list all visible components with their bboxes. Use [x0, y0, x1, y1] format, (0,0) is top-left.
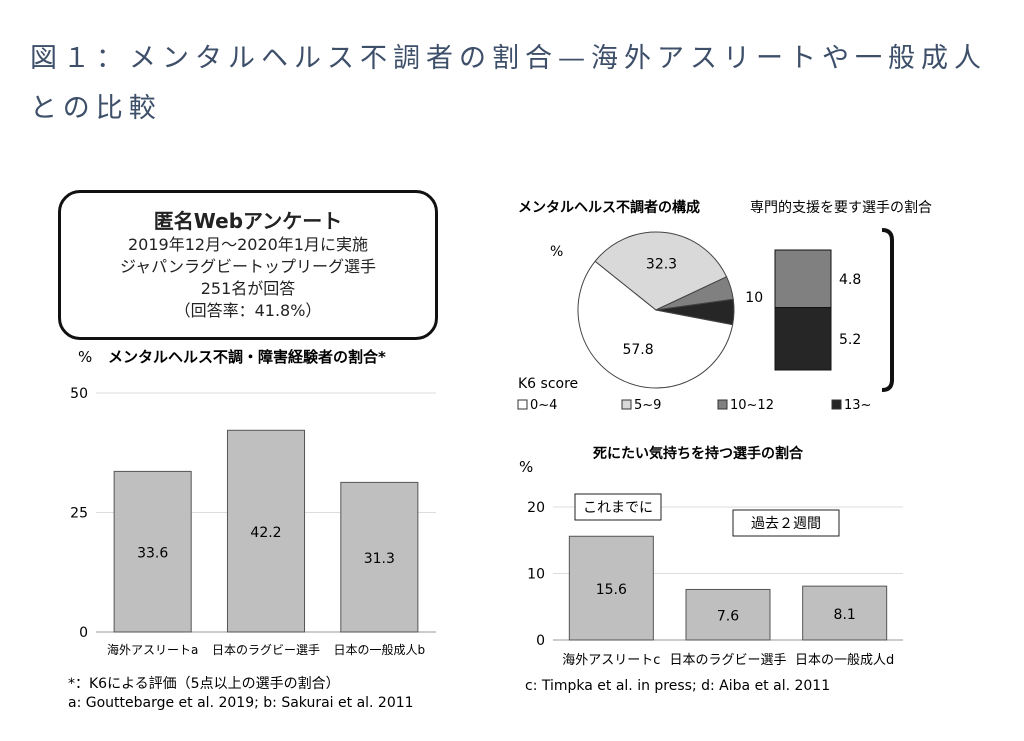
pie-slice-label: 32.3: [646, 257, 677, 273]
legend-label: 10~12: [730, 398, 774, 413]
category-label: 日本のラグビー選手: [669, 653, 786, 668]
pie-chart: メンタルヘルス不調者の構成 専門的支援を要す選手の割合 % 57.8 32.3 10…: [517, 199, 932, 413]
annotation-two-weeks: 過去２週間: [751, 516, 821, 532]
y-tick-label: 25: [70, 506, 88, 522]
legend-swatch: [831, 399, 842, 410]
pie-combined-label: 10: [745, 290, 763, 306]
legend-swatch: [621, 399, 632, 410]
legend-swatch: [717, 399, 728, 410]
bar-value-label: 42.2: [250, 525, 281, 541]
stack-segment: [774, 307, 832, 371]
bar: [568, 535, 654, 641]
bar: [226, 429, 306, 633]
y-tick-label: 0: [79, 625, 88, 641]
bar: [685, 588, 771, 641]
left-footnote: *：K6による評価（5点以上の選手の割合）: [68, 675, 340, 692]
annotation-box: [574, 493, 662, 521]
left-y-unit: %: [78, 348, 92, 366]
pie-slice: [577, 260, 734, 389]
legend-label: 5~9: [634, 398, 661, 413]
right-chart-title: 死にたい気持ちを持つ選手の割合: [592, 445, 804, 462]
legend-title: K6 score: [518, 376, 578, 392]
category-label: 日本の一般成人b: [334, 642, 426, 657]
left-chart-title: メンタルヘルス不調・障害経験者の割合*: [108, 348, 386, 366]
right-footnote: c: Timpka et al. in press; d: Aiba et al…: [525, 678, 830, 694]
stack-segment: [774, 249, 832, 309]
bar-value-label: 8.1: [834, 607, 856, 623]
page-title: 図１：メンタルヘルス不調者の割合—海外アスリートや一般成人との比較: [30, 43, 987, 124]
bar-value-label: 15.6: [596, 582, 627, 598]
bar-value-label: 33.6: [137, 546, 168, 562]
bar: [802, 585, 888, 641]
y-tick-label: 50: [70, 386, 88, 402]
pie-slice: [655, 298, 735, 326]
pie-chart-title: メンタルヘルス不調者の構成: [518, 199, 700, 216]
stack-title: 専門的支援を要す選手の割合: [750, 199, 932, 216]
pie-unit: %: [550, 244, 563, 260]
bar: [113, 470, 192, 633]
pie-slice: [594, 231, 728, 311]
bar-value-label: 7.6: [717, 609, 739, 625]
bar: [340, 481, 419, 633]
y-tick-label: 20: [527, 500, 545, 516]
category-label: 海外アスリートc: [562, 653, 660, 668]
survey-info-box: 匿名Webアンケート 2019年12月～2020年1月に実施 ジャパンラグビート…: [58, 190, 438, 340]
category-label: 日本の一般成人d: [795, 652, 894, 668]
left-footnote: a: Gouttebarge et al. 2019; b: Sakurai e…: [68, 695, 414, 711]
legend-label: 13~: [844, 398, 871, 413]
survey-line: 2019年12月～2020年1月に実施: [128, 235, 368, 254]
bar-value-label: 31.3: [364, 551, 395, 567]
y-tick-label: 10: [527, 567, 545, 583]
pie-slice-label: 57.8: [622, 342, 653, 358]
legend-swatch: [517, 399, 528, 410]
survey-line: 251名が回答: [200, 279, 296, 298]
stack-segment-label: 4.8: [839, 272, 861, 288]
y-tick-label: 0: [536, 633, 545, 649]
category-label: 日本のラグビー選手: [212, 643, 320, 657]
right-y-unit: %: [519, 458, 533, 476]
survey-line: （回答率：41.8%）: [174, 301, 322, 320]
stack-bracket: [881, 228, 894, 392]
annotation-box: [732, 509, 840, 537]
category-label: 海外アスリートa: [107, 642, 198, 657]
annotation-lifetime: これまでに: [583, 500, 653, 516]
survey-heading: 匿名Webアンケート: [153, 209, 343, 233]
stack-segment-label: 5.2: [839, 332, 861, 348]
legend-label: 0~4: [530, 398, 557, 413]
right-bar-chart: 死にたい気持ちを持つ選手の割合 % 0 10 20 15.6 海外アスリートc 7.6 日…: [519, 445, 903, 694]
survey-line: ジャパンラグビートップリーグ選手: [119, 257, 376, 276]
left-bar-chart: % メンタルヘルス不調・障害経験者の割合* 0 25 50 33.6 海外アスリートa…: [68, 348, 436, 711]
